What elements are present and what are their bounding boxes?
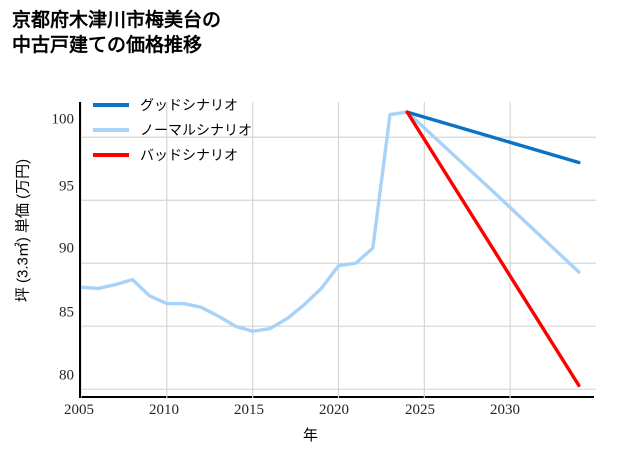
y-tick-label: 80 (59, 367, 74, 384)
legend-item-normal[interactable]: ノーマルシナリオ (93, 117, 303, 142)
x-tick-label: 2015 (234, 402, 264, 418)
data-line-normal (81, 110, 581, 333)
x-tick-label: 2005 (64, 402, 94, 418)
chart-canvas (81, 102, 596, 398)
x-tick-label: 2010 (149, 402, 179, 418)
y-axis-label: 坪 (3.3㎡) 単価 (万円) (14, 158, 32, 303)
legend-label: グッドシナリオ (140, 96, 238, 113)
legend-label: バッドシナリオ (140, 146, 238, 163)
y-tick-label: 85 (59, 304, 74, 321)
legend-color-swatch (93, 127, 129, 132)
data-series-group (81, 110, 581, 388)
gridlines (81, 102, 596, 398)
y-axis-ticks: 100 95 90 85 80 (28, 0, 75, 465)
y-tick-label: 90 (59, 240, 74, 257)
plot-area (79, 102, 596, 398)
x-tick-label: 2030 (490, 402, 520, 418)
data-line-bad (405, 110, 581, 388)
x-tick-label: 2020 (319, 402, 349, 418)
y-tick-label: 95 (59, 178, 74, 195)
x-axis-label: 年 (302, 427, 318, 444)
data-line-good (405, 110, 581, 165)
y-tick-label: 100 (51, 111, 75, 128)
chart-legend: グッドシナリオ ノーマルシナリオ バッドシナリオ (93, 92, 303, 167)
legend-label: ノーマルシナリオ (140, 121, 252, 138)
legend-item-good[interactable]: グッドシナリオ (93, 92, 303, 117)
legend-color-swatch (93, 152, 129, 157)
legend-item-bad[interactable]: バッドシナリオ (93, 142, 303, 167)
legend-color-swatch (93, 102, 129, 107)
page-title: 京都府木津川市梅美台の 中古戸建ての価格推移 (12, 10, 222, 57)
x-tick-label: 2025 (405, 402, 435, 418)
